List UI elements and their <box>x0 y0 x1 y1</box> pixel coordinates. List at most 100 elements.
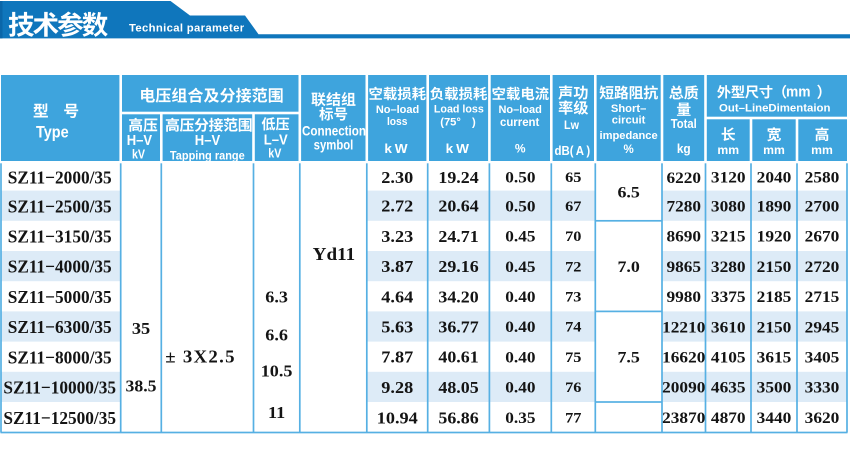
svg-text:2670: 2670 <box>805 227 840 245</box>
svg-text:2700: 2700 <box>805 197 840 215</box>
svg-text:0.40: 0.40 <box>505 318 535 336</box>
svg-text:kW: kW <box>384 141 410 156</box>
svg-text:4635: 4635 <box>711 378 746 396</box>
svg-text:current: current <box>500 116 540 129</box>
svg-text:40.61: 40.61 <box>438 348 478 366</box>
svg-text:48.05: 48.05 <box>438 379 478 397</box>
svg-text:7.5: 7.5 <box>617 348 639 366</box>
svg-text:mm: mm <box>763 143 785 157</box>
svg-text:mm: mm <box>717 143 739 157</box>
svg-text:77: 77 <box>565 410 582 426</box>
svg-text:SZ11−2000/35: SZ11−2000/35 <box>8 167 112 188</box>
svg-text:20090: 20090 <box>662 378 705 396</box>
svg-text:0.50: 0.50 <box>505 168 535 186</box>
svg-text:75: 75 <box>565 350 582 366</box>
svg-text:2945: 2945 <box>805 318 840 336</box>
svg-text:symbol: symbol <box>314 136 354 152</box>
svg-text:10.5: 10.5 <box>261 361 293 380</box>
svg-text:loss: loss <box>387 116 408 128</box>
svg-text:12210: 12210 <box>662 318 705 336</box>
svg-text:2720: 2720 <box>805 258 840 276</box>
svg-text:3120: 3120 <box>711 168 746 186</box>
svg-text:kV: kV <box>268 147 281 161</box>
svg-text:23870: 23870 <box>662 409 705 427</box>
svg-text:4870: 4870 <box>711 409 746 427</box>
svg-text:2.72: 2.72 <box>381 197 413 216</box>
svg-text:7.87: 7.87 <box>381 348 413 367</box>
svg-text:3375: 3375 <box>711 288 746 306</box>
svg-text:SZ11−10000/35: SZ11−10000/35 <box>3 377 116 398</box>
svg-text:2580: 2580 <box>805 168 840 186</box>
svg-text:Connection: Connection <box>302 122 366 138</box>
svg-text:11: 11 <box>268 403 285 422</box>
svg-text:38.5: 38.5 <box>126 377 157 395</box>
svg-text:kV: kV <box>132 148 145 162</box>
svg-text:No–load: No–load <box>376 104 419 116</box>
svg-text:2150: 2150 <box>757 318 792 336</box>
svg-text:SZ11−2500/35: SZ11−2500/35 <box>8 196 112 217</box>
svg-text:L–V: L–V <box>264 131 288 148</box>
svg-text:16620: 16620 <box>662 348 705 366</box>
svg-text:Yd11: Yd11 <box>313 244 355 263</box>
svg-text:mm: mm <box>786 84 811 101</box>
svg-text:%: % <box>623 144 633 156</box>
svg-text:3330: 3330 <box>805 378 840 396</box>
svg-text:7280: 7280 <box>666 197 701 215</box>
svg-text:%: % <box>515 141 526 155</box>
svg-text:3500: 3500 <box>757 378 792 396</box>
svg-text:1890: 1890 <box>757 197 792 215</box>
svg-text:3.23: 3.23 <box>381 227 413 246</box>
svg-text:kg: kg <box>677 142 691 156</box>
svg-text:65: 65 <box>565 170 582 186</box>
svg-text:10.94: 10.94 <box>377 408 418 427</box>
svg-text:35: 35 <box>132 319 151 338</box>
svg-text:34.20: 34.20 <box>438 288 478 306</box>
svg-text:70: 70 <box>565 229 582 245</box>
svg-text:9980: 9980 <box>666 288 701 306</box>
svg-text:1920: 1920 <box>757 227 792 245</box>
svg-text:19.24: 19.24 <box>438 169 479 187</box>
svg-text:SZ11−5000/35: SZ11−5000/35 <box>8 286 112 307</box>
svg-text:29.16: 29.16 <box>438 258 479 276</box>
svg-text:SZ11−12500/35: SZ11−12500/35 <box>3 407 116 428</box>
svg-text:3440: 3440 <box>757 409 792 427</box>
svg-text:3615: 3615 <box>757 348 792 366</box>
svg-text:circuit: circuit <box>612 114 646 126</box>
svg-text:dB( A ): dB( A ) <box>554 143 590 158</box>
svg-text:72: 72 <box>565 259 581 275</box>
svg-text:2150: 2150 <box>757 258 792 276</box>
svg-text:kW: kW <box>446 141 472 156</box>
svg-text:mm: mm <box>811 143 833 157</box>
svg-text:74: 74 <box>565 320 582 336</box>
svg-text:Short–: Short– <box>611 103 646 115</box>
svg-text:6.5: 6.5 <box>617 183 639 201</box>
svg-text:(75° ): (75° ) <box>440 116 476 128</box>
svg-text:36.77: 36.77 <box>438 318 479 336</box>
svg-text:3280: 3280 <box>711 258 746 276</box>
svg-text:Tapping range: Tapping range <box>170 150 245 162</box>
svg-text:Technical parameter: Technical parameter <box>129 23 245 35</box>
svg-text:3405: 3405 <box>805 348 840 366</box>
svg-text:67: 67 <box>565 199 582 215</box>
svg-text:Type: Type <box>36 124 69 142</box>
svg-text:3215: 3215 <box>711 227 746 245</box>
svg-text:9.28: 9.28 <box>381 378 413 397</box>
svg-text:Out–LineDimentaion: Out–LineDimentaion <box>719 103 830 115</box>
svg-text:SZ11−6300/35: SZ11−6300/35 <box>8 317 112 338</box>
svg-text:± 3X2.5: ± 3X2.5 <box>165 347 236 367</box>
svg-text:3610: 3610 <box>711 318 746 336</box>
svg-text:0.35: 0.35 <box>505 409 535 427</box>
svg-text:3.87: 3.87 <box>381 257 413 276</box>
svg-text:0.40: 0.40 <box>505 348 535 366</box>
svg-text:0.45: 0.45 <box>505 258 535 276</box>
svg-text:5.63: 5.63 <box>381 317 413 336</box>
svg-text:73: 73 <box>565 289 582 305</box>
svg-text:3080: 3080 <box>711 197 746 215</box>
svg-text:6.6: 6.6 <box>265 325 288 344</box>
svg-text:24.71: 24.71 <box>438 228 478 246</box>
svg-text:6220: 6220 <box>666 168 701 186</box>
svg-text:4.64: 4.64 <box>381 287 413 306</box>
svg-text:0.40: 0.40 <box>505 378 535 396</box>
svg-text:impedance: impedance <box>599 130 657 142</box>
svg-text:0.45: 0.45 <box>505 227 535 245</box>
